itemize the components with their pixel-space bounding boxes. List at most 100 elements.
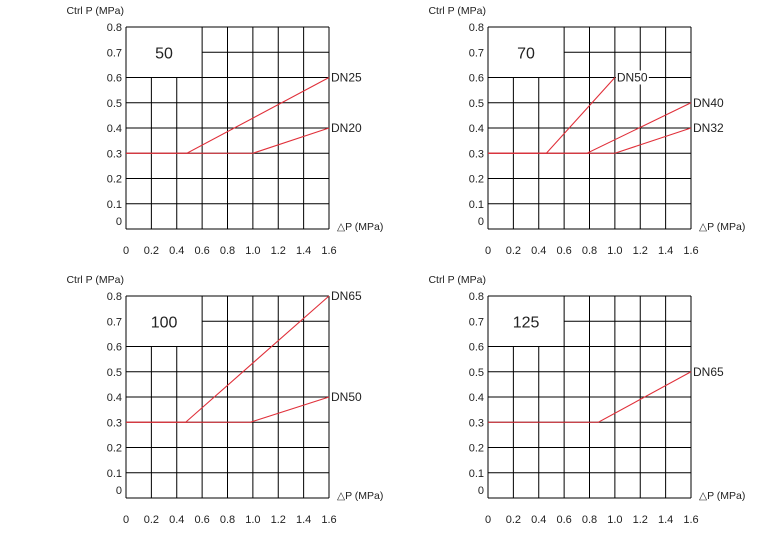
x-tick-label: 1.2 [271,245,286,257]
pressure-box-label: 100 [151,314,178,331]
x-tick-label: 0 [485,245,491,257]
series-label-bg [330,289,364,303]
grid [487,295,692,499]
y-tick-label: 0.8 [107,22,122,34]
x-axis-title: △P (MPa) [699,221,745,233]
x-tick-label: 0.4 [531,514,546,526]
y-tick-label: 0.7 [469,316,484,328]
series-line-dn20 [126,127,330,154]
x-tick-label: 0.4 [169,245,184,257]
grid [125,26,330,230]
chart-panel-4: 125 0 0.1 0.2 0.3 0.4 0.5 0.6 0.7 0.8 0 0.2 0.4 0.6 0.… [428,274,745,526]
y-tick-label: 0.2 [469,443,484,455]
y-tick-label: 0.5 [469,98,484,110]
series-label-dn65: DN65 [331,289,362,303]
y-tick-label: 0.4 [107,123,122,135]
series-label-dn65: DN65 [693,365,724,379]
y-axis-title: Ctrl P (MPa) [428,5,486,17]
series-line-dn65 [488,371,692,423]
x-tick-label: 0.2 [506,245,521,257]
x-tick-label: 0.2 [144,514,159,526]
x-tick-label: 1.4 [296,245,311,257]
series-label-dn40: DN40 [693,96,724,110]
x-axis-title: △P (MPa) [337,221,383,233]
x-tick-label: 1.0 [607,245,622,257]
y-tick-label: 0.8 [469,22,484,34]
chart-panel-1: 50 0 0.1 0.2 0.3 0.4 0.5 0.6 0.7 0.8 0 0.2 0.4 0.6 0.8… [66,5,383,257]
y-tick-label: 0.3 [469,417,484,429]
series-label-dn50: DN50 [331,390,362,404]
chart-panel-2: 70 0 0.1 0.2 0.3 0.4 0.5 0.6 0.7 0.8 0 0.2 0.4 0.6 0.8… [428,5,745,257]
x-tick-label: 0.8 [582,514,597,526]
x-tick-label: 0.4 [531,245,546,257]
pressure-box-label: 70 [517,45,535,62]
x-tick-label: 1.6 [321,245,336,257]
x-tick-label: 1.6 [683,245,698,257]
pressure-box-label: 125 [513,314,540,331]
series-label-dn50: DN50 [617,71,648,85]
grid [125,295,330,499]
y-tick-label: 0.8 [469,291,484,303]
x-tick-label: 1.6 [321,514,336,526]
y-axis-title: Ctrl P (MPa) [428,274,486,286]
x-tick-label: 0.4 [169,514,184,526]
series-line-dn50 [488,77,616,154]
x-axis-title: △P (MPa) [699,490,745,502]
x-tick-label: 1.0 [607,514,622,526]
chart-panel-3: 100 0 0.1 0.2 0.3 0.4 0.5 0.6 0.7 0.8 0 0.2 0.4 0.6 0.… [66,274,383,526]
x-tick-label: 1.2 [633,514,648,526]
series-label-bg [692,121,726,135]
x-tick-label: 0.8 [220,245,235,257]
x-tick-label: 0 [485,514,491,526]
y-axis-title: Ctrl P (MPa) [66,274,124,286]
y-tick-label: 0.2 [107,443,122,455]
x-tick-label: 0.6 [194,245,209,257]
series-label-bg [330,390,364,404]
y-tick-label: 0 [478,216,484,228]
series-label-bg [692,95,726,110]
series-line-dn32 [488,127,692,154]
x-tick-label: 0.6 [556,514,571,526]
x-tick-label: 0 [123,514,129,526]
pressure-box-label: 50 [155,45,173,62]
x-tick-label: 0.6 [556,245,571,257]
y-tick-label: 0.5 [107,367,122,379]
y-tick-label: 0.6 [469,342,484,354]
y-tick-label: 0.7 [107,47,122,59]
y-tick-label: 0.3 [107,417,122,429]
series-label-dn32: DN32 [693,121,724,135]
x-tick-label: 0.8 [220,514,235,526]
y-tick-label: 0.4 [107,392,122,404]
y-tick-label: 0.1 [469,468,484,480]
x-tick-label: 0.2 [144,245,159,257]
y-tick-label: 0.1 [107,468,122,480]
x-tick-label: 1.4 [658,514,673,526]
x-tick-label: 1.2 [633,245,648,257]
y-tick-label: 0 [478,485,484,497]
y-axis-title: Ctrl P (MPa) [66,5,124,17]
y-tick-label: 0.7 [469,47,484,59]
x-tick-label: 1.2 [271,514,286,526]
y-tick-label: 0.1 [107,199,122,211]
x-tick-label: 0.8 [582,245,597,257]
series-label-bg [330,70,364,85]
y-tick-label: 0.2 [469,174,484,186]
y-tick-label: 0 [116,485,122,497]
x-tick-label: 1.0 [245,245,260,257]
x-axis-title: △P (MPa) [337,490,383,502]
series-label-dn20: DN20 [331,121,362,135]
x-tick-label: 1.0 [245,514,260,526]
y-tick-label: 0.6 [107,73,122,85]
series-label-bg [692,364,726,379]
series-line-dn50 [126,396,330,423]
y-tick-label: 0.3 [469,148,484,160]
x-tick-label: 0 [123,245,129,257]
x-tick-label: 0.2 [506,514,521,526]
x-tick-label: 1.4 [296,514,311,526]
y-tick-label: 0.4 [469,392,484,404]
y-tick-label: 0.6 [107,342,122,354]
y-tick-label: 0 [116,216,122,228]
y-tick-label: 0.4 [469,123,484,135]
series-label-bg [330,121,364,135]
